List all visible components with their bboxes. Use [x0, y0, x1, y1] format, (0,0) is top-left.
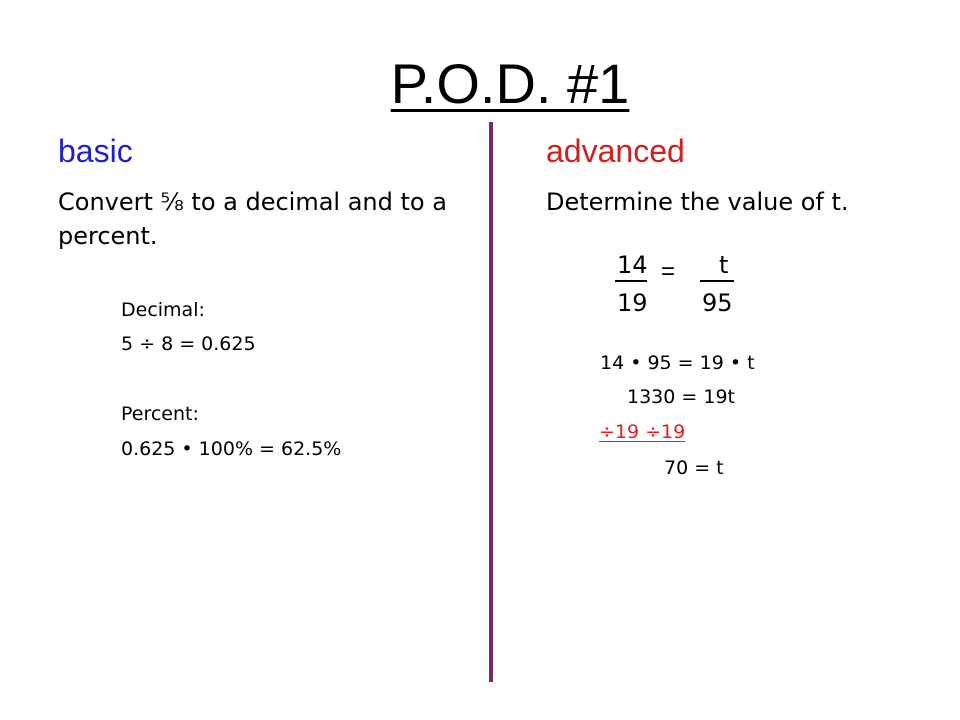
right-fraction-bar: [700, 280, 734, 282]
solution-step-cross-multiply: 14 • 95 = 19 • t: [600, 352, 755, 374]
solution-step-answer: 70 = t: [664, 457, 724, 479]
left-fraction-numerator: 14: [617, 251, 648, 279]
basic-problem-text: Convert ⅝ to a decimal and to a percent.: [58, 188, 447, 250]
advanced-heading: advanced: [546, 133, 685, 169]
column-divider: [489, 122, 493, 682]
percent-equation: 0.625 • 100% = 62.5%: [121, 438, 342, 460]
left-fraction-bar: [615, 280, 647, 282]
solution-step-product: 1330 = 19t: [627, 386, 735, 408]
decimal-equation: 5 ÷ 8 = 0.625: [121, 333, 256, 355]
slide-title: P.O.D. #1: [390, 52, 630, 115]
basic-heading: basic: [58, 133, 133, 169]
percent-label: Percent:: [121, 403, 199, 425]
right-fraction-denominator: 95: [702, 289, 733, 317]
solution-step-divide: ÷19 ÷19: [599, 421, 686, 443]
proportion-equals-sign: =: [661, 258, 676, 285]
left-fraction-denominator: 19: [617, 289, 648, 317]
decimal-label: Decimal:: [121, 299, 205, 321]
right-fraction-numerator: t: [719, 251, 729, 279]
advanced-problem-text: Determine the value of t.: [546, 188, 849, 216]
